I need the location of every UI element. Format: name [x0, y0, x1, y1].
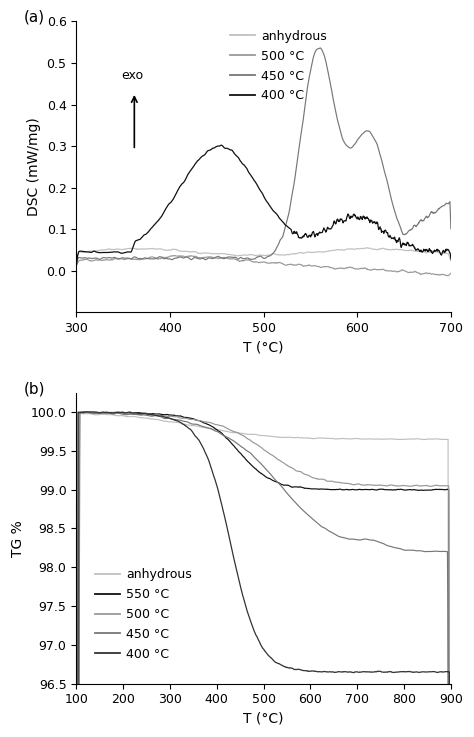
Text: (a): (a) [24, 10, 45, 25]
Legend: anhydrous, 550 °C, 500 °C, 450 °C, 400 °C: anhydrous, 550 °C, 500 °C, 450 °C, 400 °… [90, 563, 197, 666]
Y-axis label: TG %: TG % [11, 520, 25, 556]
Text: (b): (b) [24, 381, 46, 396]
Y-axis label: DSC (mW/mg): DSC (mW/mg) [27, 117, 41, 216]
X-axis label: T (°C): T (°C) [243, 712, 284, 726]
X-axis label: T (°C): T (°C) [243, 340, 284, 354]
Text: exo: exo [121, 69, 143, 82]
Legend: anhydrous, 500 °C, 450 °C, 400 °C: anhydrous, 500 °C, 450 °C, 400 °C [225, 25, 332, 108]
